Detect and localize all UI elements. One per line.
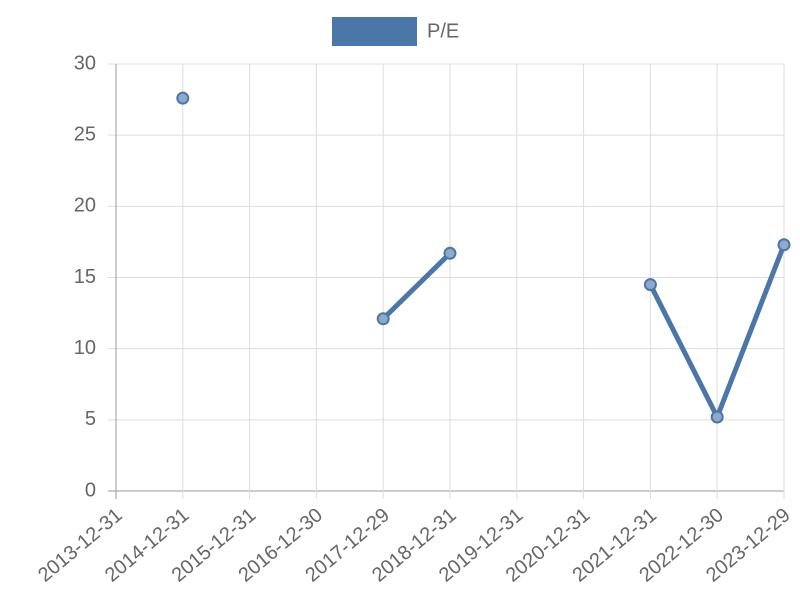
y-tick-label: 15 <box>74 266 96 288</box>
y-tick-label: 25 <box>74 123 96 145</box>
point <box>710 410 724 424</box>
point <box>376 312 390 326</box>
y-tick-label: 20 <box>74 195 96 217</box>
point <box>176 91 190 105</box>
point <box>643 278 657 292</box>
point <box>443 246 457 260</box>
point <box>777 238 791 252</box>
legend-swatch[interactable] <box>332 17 417 46</box>
y-tick-label: 5 <box>85 408 96 430</box>
y-tick-label: 10 <box>74 337 96 359</box>
legend-label[interactable]: P/E <box>427 20 459 42</box>
y-tick-label: 0 <box>85 479 96 501</box>
y-tick-label: 30 <box>74 52 96 74</box>
